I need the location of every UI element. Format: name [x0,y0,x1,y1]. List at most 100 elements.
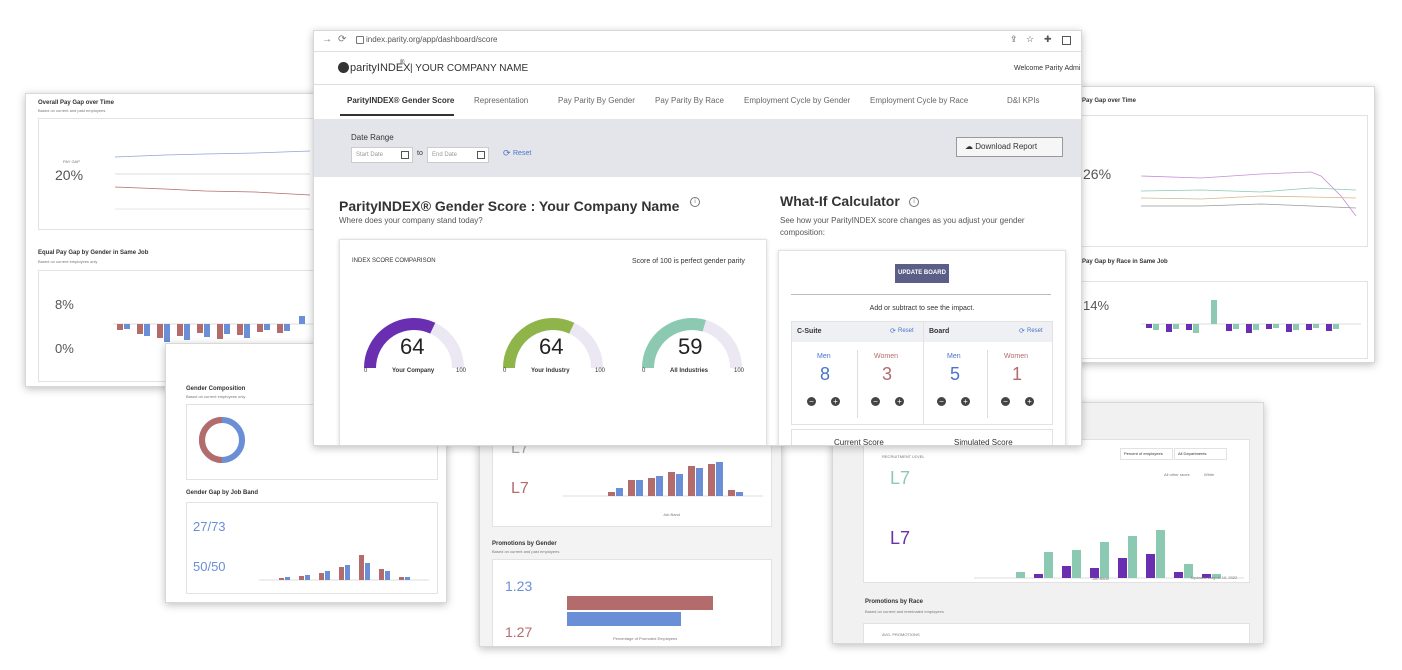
column-divider [987,350,988,418]
update-board-button[interactable]: UPDATE BOARD [895,264,949,283]
gauge-2-max: 100 [595,368,606,374]
reset-link[interactable]: Reset [513,150,532,157]
board-header [924,322,1052,342]
bg-card-promotions-gender: L7 L7 Job Band Promotions by Gender Base… [479,430,782,647]
section-title: Promotions by Race [865,599,924,605]
csuite-block: C-Suite ⟳ Reset Men Women 8 3 − + − + [791,321,924,425]
pay-gap-value: 20% [55,167,84,183]
board-reset[interactable]: Reset [1027,328,1043,334]
logo-registered: ® [400,60,405,66]
board-women-value: 1 [1012,364,1023,384]
card-title: Pay Gap over Time [1082,98,1136,104]
gauge-3-label: All Industries [670,368,709,374]
forward-icon[interactable]: → [322,34,332,45]
reset-icon[interactable]: ⟳ [503,148,511,158]
info-icon[interactable]: i [690,197,700,207]
main-browser-window: → ⟳ index.parity.org/app/dashboard/score… [313,30,1082,446]
download-report-button[interactable]: ☁ Download Report [956,137,1063,157]
sidebar-icon[interactable] [1062,36,1071,45]
gauge-3-max: 100 [734,368,745,374]
section-title: Pay Gap by Race in Same Job [1082,259,1168,265]
reload-icon[interactable]: ⟳ [338,34,347,45]
largest-race-gap: 14% [1083,298,1110,313]
start-date-input[interactable]: Start Date [351,147,413,163]
gauge-fill [364,318,436,369]
decrement-women-button[interactable]: − [871,397,880,406]
pay-gap-line-chart [114,150,311,210]
browser-toolbar: → ⟳ index.parity.org/app/dashboard/score… [314,31,1081,52]
dropdown-b[interactable]: All Departments [1174,448,1227,460]
increment-women-button[interactable]: + [895,397,904,406]
reset-icon[interactable]: ⟳ [1019,328,1025,335]
section-subtitle: Based on current and past employees [492,549,560,554]
card-title: Overall Pay Gap over Time [38,100,114,106]
csuite-women-value: 3 [882,364,893,384]
men-label: Men [817,353,831,360]
extensions-icon[interactable]: ✚ [1044,34,1052,44]
cloud-download-icon: ☁ [965,142,973,151]
score-title: ParityINDEX® Gender Score : Your Company… [339,198,680,214]
gauge-fill [503,318,575,369]
level-a-label: RECRUITMENT LEVEL [882,454,925,459]
csuite-title: C-Suite [797,328,822,335]
band-b: L7 [511,480,529,497]
legend-b: White [1204,472,1215,477]
filter-bar: Date Range Start Date to End Date ⟳ Rese… [314,119,1081,177]
decrement-women-button[interactable]: − [1001,397,1010,406]
race-gap-bar-chart [1141,300,1361,333]
promo-a: 1.23 [505,578,533,594]
composition-donut [199,417,245,463]
comparison-label: INDEX SCORE COMPARISON [352,258,436,264]
level-a: L7 [890,468,911,488]
tab-gender-score[interactable]: ParityINDEX® Gender Score [347,96,455,105]
csuite-reset[interactable]: Reset [898,328,914,334]
csuite-men-value: 8 [820,364,831,384]
whatif-title: What-If Calculator [780,193,900,209]
end-date-input[interactable]: End Date [427,147,489,163]
decrement-men-button[interactable]: − [807,397,816,406]
promotions-panel: AVG. PROMOTIONS [863,623,1250,643]
address-bar[interactable]: index.parity.org/app/dashboard/score [366,35,498,44]
tab-di-kpis[interactable]: D&I KPIs [1007,96,1040,105]
tab-representation[interactable]: Representation [474,96,529,105]
gauge-1-min: 0 [364,368,368,374]
bg-card-race-pay-gap: Pay Gap over Time 26% Pay Gap by Race in… [1075,86,1375,363]
company-name: | YOUR COMPANY NAME [410,63,529,74]
perfect-parity-note: Score of 100 is perfect gender parity [632,258,745,265]
gauge-1-max: 100 [456,368,467,374]
dropdown-a[interactable]: Percent of employees [1120,448,1173,460]
star-icon[interactable]: ☆ [1026,34,1035,44]
gauge-3-value: 59 [678,334,703,359]
gauge-2-min: 0 [503,368,507,374]
tab-employment-cycle-gender[interactable]: Employment Cycle by Gender [744,96,851,105]
card-subtitle: Based on current employees only [186,394,246,399]
job-band-bar-chart [563,462,763,497]
women-label: Women [1004,353,1028,360]
calendar-icon[interactable] [477,151,485,159]
decrement-men-button[interactable]: − [937,397,946,406]
tab-pay-parity-race[interactable]: Pay Parity By Race [655,96,724,105]
gauge-1-label: Your Company [392,368,435,374]
increment-men-button[interactable]: + [831,397,840,406]
tab-employment-cycle-race[interactable]: Employment Cycle by Race [870,96,969,105]
largest-gap-value: 8% [55,297,74,312]
index-score-panel: INDEX SCORE COMPARISON Score of 100 is p… [339,239,767,445]
smallest-gap-value: 0% [55,341,74,356]
reset-icon[interactable]: ⟳ [890,328,896,335]
score-compare-row: Current Score Simulated Score [791,429,1053,445]
share-icon[interactable]: ⇪ [1010,34,1018,44]
info-icon[interactable]: i [909,197,919,207]
column-divider [857,350,858,418]
gauge-2-label: Your Industry [531,368,570,374]
promotions-panel: 1.23 1.27 Percentage of Promoted Employe… [492,559,772,646]
calendar-icon[interactable] [401,151,409,159]
promo-b: 1.27 [505,624,533,640]
download-label: Download Report [975,142,1038,151]
increment-men-button[interactable]: + [961,397,970,406]
increment-women-button[interactable]: + [1025,397,1034,406]
gauge-3-min: 0 [642,368,646,374]
section-subtitle: Based on current employees only [38,259,98,264]
tab-pay-parity-gender[interactable]: Pay Parity By Gender [558,96,635,105]
pay-gap-label: PAY GAP [63,159,80,164]
logo-icon [338,62,349,73]
